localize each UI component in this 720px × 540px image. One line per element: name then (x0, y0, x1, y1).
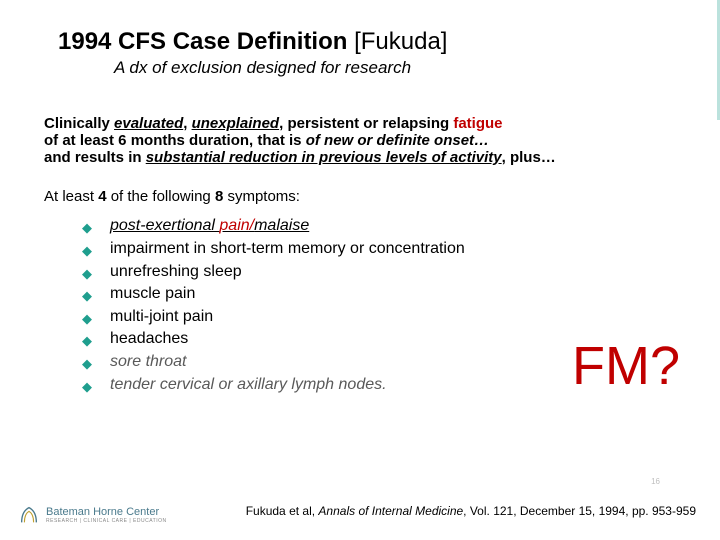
definition-paragraph: Clinically evaluated, unexplained, persi… (44, 116, 678, 166)
para-t1: Clinically (44, 115, 114, 132)
list-item: ◆ unrefreshing sleep (82, 261, 678, 283)
citation: Fukuda et al, Annals of Internal Medicin… (246, 504, 696, 518)
logo-name: Bateman Horne Center (46, 506, 159, 518)
list-item: ◆ post-exertional pain/malaise (82, 215, 678, 237)
list-item-text: post-exertional pain/malaise (110, 215, 309, 237)
atleast-a: At least (44, 188, 98, 205)
list-item-text: multi-joint pain (110, 306, 213, 328)
bullet-icon: ◆ (82, 265, 92, 283)
list-item-text: sore throat (110, 351, 186, 373)
bullet-icon: ◆ (82, 332, 92, 350)
list-item: ◆ muscle pain (82, 283, 678, 305)
para-unexplained: unexplained (192, 115, 280, 132)
logo-icon (18, 504, 40, 526)
para-onset: of new or definite onset… (306, 132, 489, 149)
para-evaluated: evaluated (114, 115, 183, 132)
logo-text: Bateman Horne Center RESEARCH | CLINICAL… (46, 507, 167, 524)
fm-callout: FM? (572, 335, 680, 397)
page-number: 16 (651, 477, 660, 486)
para-t4: of at least 6 months duration, that is (44, 132, 306, 149)
atleast-4: 4 (98, 188, 106, 205)
list-item-text: impairment in short-term memory or conce… (110, 238, 465, 260)
bullet-icon: ◆ (82, 310, 92, 328)
para-fatigue: fatigue (453, 115, 502, 132)
para-t3: , persistent or relapsing (279, 115, 453, 132)
list-item-text: headaches (110, 328, 188, 350)
bullet-icon: ◆ (82, 242, 92, 260)
list-item-text: tender cervical or axillary lymph nodes. (110, 374, 387, 396)
slide-subtitle: A dx of exclusion designed for research (114, 58, 678, 78)
list-item: ◆ multi-joint pain (82, 306, 678, 328)
bullet-icon: ◆ (82, 355, 92, 373)
para-reduction: substantial reduction in previous levels… (146, 149, 502, 166)
para-t6: , plus… (502, 149, 556, 166)
title-bold: 1994 CFS Case Definition (58, 28, 347, 55)
bullet-icon: ◆ (82, 287, 92, 305)
list-item: ◆ impairment in short-term memory or conc… (82, 238, 678, 260)
list-item-text: muscle pain (110, 283, 195, 305)
logo: Bateman Horne Center RESEARCH | CLINICAL… (18, 504, 167, 526)
symptom-intro: At least 4 of the following 8 symptoms: (44, 188, 678, 205)
bullet-icon: ◆ (82, 219, 92, 237)
citation-details: , Vol. 121, December 15, 1994, pp. 953-9… (463, 504, 696, 518)
citation-journal: Annals of Internal Medicine (318, 504, 463, 518)
para-t5: and results in (44, 149, 146, 166)
para-t2: , (183, 115, 191, 132)
citation-authors: Fukuda et al, (246, 504, 319, 518)
slide-title: 1994 CFS Case Definition [Fukuda] (58, 28, 678, 56)
atleast-e: symptoms: (223, 188, 300, 205)
atleast-c: of the following (107, 188, 215, 205)
bullet-icon: ◆ (82, 378, 92, 396)
logo-tagline: RESEARCH | CLINICAL CARE | EDUCATION (46, 519, 167, 524)
list-item-text: unrefreshing sleep (110, 261, 242, 283)
title-bracket: [Fukuda] (347, 28, 447, 55)
